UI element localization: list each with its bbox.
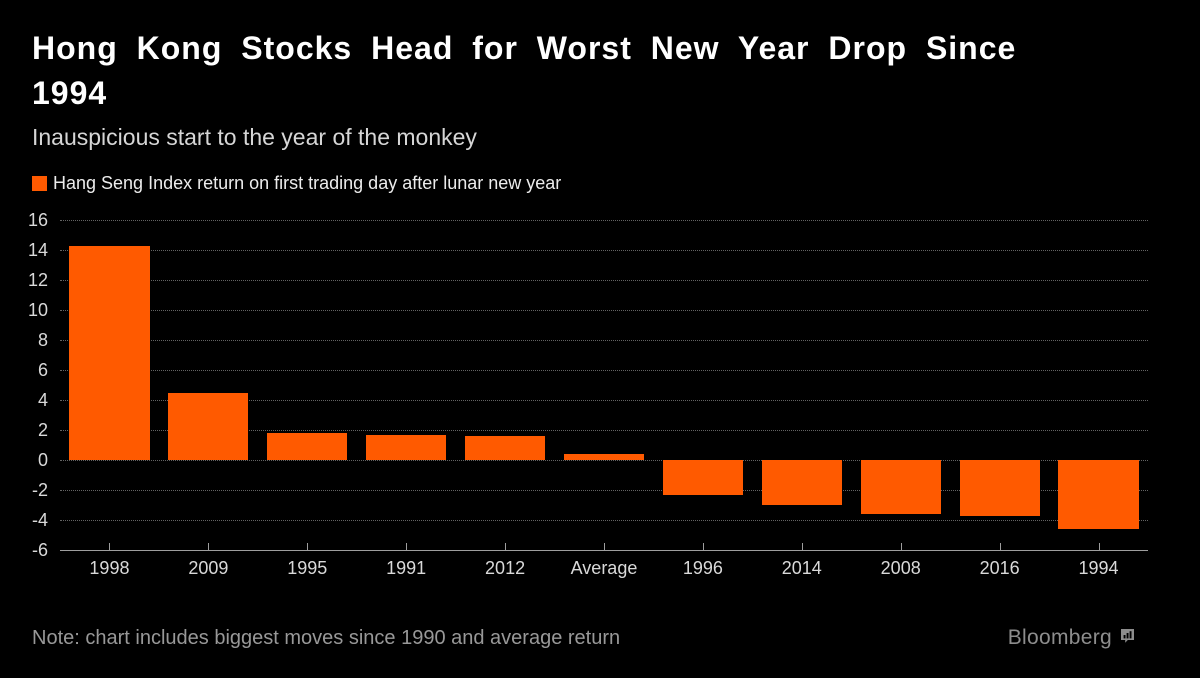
gridline <box>60 250 1148 251</box>
y-tick-label: 10 <box>27 300 48 320</box>
x-tick-label-2008: 2008 <box>880 558 921 578</box>
gridline <box>60 460 1148 461</box>
x-tick-mark <box>1098 543 1100 550</box>
x-axis-labels: 1998 2009 1995 1991 2012 Average 1996 2014 2008 2… <box>60 558 1148 579</box>
bar-2009 <box>168 392 249 460</box>
bar-1998 <box>69 245 150 460</box>
chart-legend: Hang Seng Index return on first trading … <box>32 173 1200 194</box>
y-tick-label: -6 <box>31 540 48 560</box>
bar-1995 <box>267 433 348 460</box>
page-subtitle: Inauspicious start to the year of the mo… <box>32 124 477 150</box>
bar-category-1991 <box>357 220 456 550</box>
x-tick-label-2012: 2012 <box>485 558 526 578</box>
bloomberg-wordmark: Bloomberg <box>1007 626 1112 649</box>
bar-category-average <box>555 220 654 550</box>
x-tick-label-2014: 2014 <box>781 558 822 578</box>
bar-category-1996 <box>653 220 752 550</box>
x-tick-label-2009: 2009 <box>188 558 229 578</box>
y-tick-label: 12 <box>27 270 48 290</box>
x-tick-mark <box>999 543 1001 550</box>
gridline <box>60 280 1148 281</box>
bar-chart: 16 14 12 10 8 6 4 2 0 -2 -4 -6 <box>28 210 1148 560</box>
gridline <box>60 520 1148 521</box>
y-tick-label: 8 <box>37 330 48 350</box>
y-tick-label: 2 <box>37 420 48 440</box>
x-tick-label-1995: 1995 <box>287 558 328 578</box>
bar-1994 <box>1058 460 1139 529</box>
x-tick-mark <box>801 543 803 550</box>
y-tick-label: -4 <box>31 510 48 530</box>
bar-2012 <box>465 436 546 460</box>
gridline <box>60 220 1148 221</box>
x-tick-mark <box>702 543 704 550</box>
bar-2014 <box>761 460 842 505</box>
y-tick-label: 0 <box>37 450 48 470</box>
x-tick-label-average: Average <box>570 558 638 578</box>
x-tick-mark <box>109 543 111 550</box>
y-tick-label: -2 <box>31 480 48 500</box>
x-tick-label-2016: 2016 <box>979 558 1020 578</box>
bar-category-1995 <box>258 220 357 550</box>
gridline <box>60 430 1148 431</box>
bar-category-2014 <box>752 220 851 550</box>
bloomberg-chart-page: Hong Kong Stocks Head for Worst New Year… <box>28 30 1200 649</box>
x-tick-label-1996: 1996 <box>682 558 723 578</box>
gridline <box>60 400 1148 401</box>
x-tick-mark <box>505 543 507 550</box>
bar-category-1998 <box>60 220 159 550</box>
x-tick-mark <box>307 543 309 550</box>
x-tick-mark <box>900 543 902 550</box>
legend-swatch <box>32 176 47 191</box>
x-tick-label-1991: 1991 <box>386 558 427 578</box>
legend-label: Hang Seng Index return on first trading … <box>53 173 562 193</box>
x-tick-label-1998: 1998 <box>89 558 130 578</box>
gridline <box>60 490 1148 491</box>
bar-category-2012 <box>456 220 555 550</box>
bar-1996 <box>662 460 743 495</box>
source-note: Note: chart includes biggest moves since… <box>32 626 621 649</box>
bar-category-1994 <box>1049 220 1148 550</box>
page-title: Hong Kong Stocks Head for Worst New Year… <box>32 30 1017 111</box>
bar-2016 <box>959 460 1040 516</box>
y-tick-label: 16 <box>27 210 48 230</box>
chart-footer: Note: chart includes biggest moves since… <box>32 626 1136 650</box>
bar-average <box>563 454 645 460</box>
bar-1991 <box>366 434 447 460</box>
gridline <box>60 370 1148 371</box>
x-tick-mark <box>208 543 210 550</box>
y-tick-label: 6 <box>37 360 48 380</box>
bars-container <box>60 220 1148 550</box>
bar-category-2009 <box>159 220 258 550</box>
bloomberg-chart-bubble-icon <box>1119 627 1136 649</box>
bar-category-2008 <box>851 220 950 550</box>
y-tick-label: 14 <box>27 240 48 260</box>
gridline <box>60 340 1148 341</box>
x-tick-mark <box>603 543 605 550</box>
x-tick-mark <box>406 543 408 550</box>
y-tick-label: 4 <box>37 390 48 410</box>
bar-2008 <box>860 460 941 514</box>
x-tick-label-1994: 1994 <box>1078 558 1119 578</box>
x-axis-line <box>60 550 1148 551</box>
bar-category-2016 <box>950 220 1049 550</box>
gridline <box>60 310 1148 311</box>
bloomberg-brand: Bloomberg <box>1008 626 1136 650</box>
